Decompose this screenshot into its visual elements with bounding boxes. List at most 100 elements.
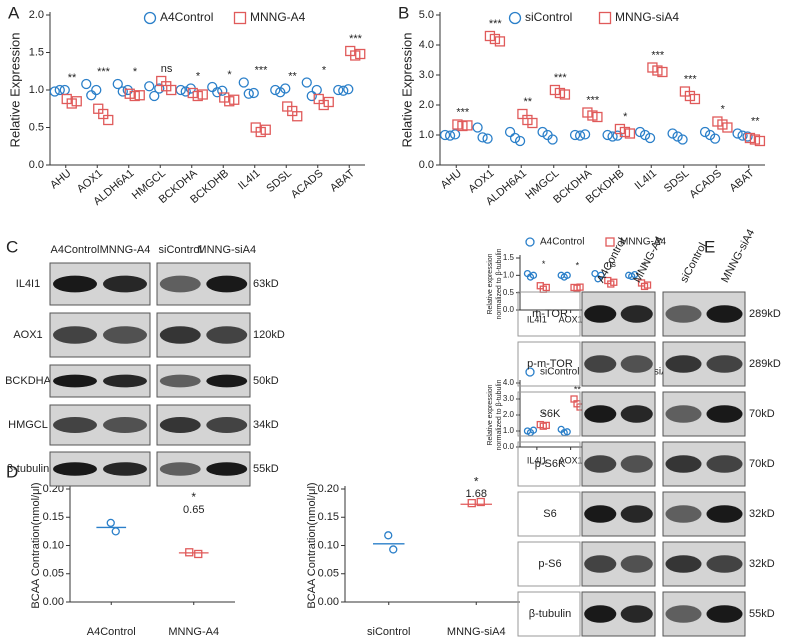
point bbox=[444, 130, 456, 141]
point bbox=[338, 85, 349, 96]
point bbox=[243, 88, 254, 99]
point bbox=[529, 426, 538, 434]
point bbox=[343, 84, 354, 95]
blot-band bbox=[665, 555, 702, 573]
legend-label: MNNG-A4 bbox=[620, 237, 667, 248]
legend-marker bbox=[605, 237, 615, 247]
point bbox=[576, 283, 584, 291]
point bbox=[476, 497, 485, 507]
significance: * bbox=[322, 64, 327, 76]
point bbox=[657, 66, 668, 78]
blot-label: HMGCL bbox=[8, 419, 48, 431]
legend-label: A4Control bbox=[540, 237, 584, 248]
point bbox=[754, 135, 766, 147]
blot-label: p-S6K bbox=[535, 458, 566, 470]
significance: *** bbox=[349, 33, 363, 45]
y-tick-label: 2.0 bbox=[503, 410, 515, 419]
y-tick-label: 2.0 bbox=[419, 99, 434, 111]
blot-header: siControl bbox=[159, 244, 202, 256]
point bbox=[732, 128, 743, 139]
significance: * bbox=[191, 490, 196, 504]
panel-label: C bbox=[6, 237, 18, 256]
significance: ** bbox=[574, 384, 582, 394]
blot-band bbox=[584, 555, 617, 573]
label-box bbox=[517, 341, 581, 387]
point bbox=[559, 89, 571, 100]
blot-label: S6 bbox=[543, 508, 556, 520]
blot-band bbox=[206, 275, 248, 293]
blot-band bbox=[706, 555, 743, 573]
point bbox=[634, 126, 646, 138]
blot-band bbox=[706, 605, 743, 623]
x-tick-label: MNNG-A4 bbox=[168, 626, 219, 638]
label-box bbox=[517, 591, 581, 637]
point bbox=[166, 84, 177, 96]
blot-band bbox=[620, 405, 653, 423]
x-tick-label: AHU bbox=[439, 167, 465, 191]
blot-band bbox=[706, 505, 743, 523]
blot-band bbox=[584, 355, 617, 373]
point bbox=[509, 132, 521, 144]
y-axis-label: Relative Expression bbox=[399, 33, 414, 148]
blot-band bbox=[159, 462, 201, 476]
y-axis-label: Relative expression bbox=[487, 253, 494, 314]
point bbox=[709, 133, 721, 144]
fold-change: 1.68 bbox=[466, 488, 487, 500]
point bbox=[667, 128, 678, 139]
blot-band bbox=[159, 417, 201, 433]
point bbox=[280, 83, 291, 94]
point bbox=[602, 129, 613, 141]
y-tick-label: 0.20 bbox=[318, 483, 339, 495]
x-tick-label: ABAT bbox=[727, 167, 756, 194]
blot-band bbox=[706, 405, 743, 423]
point bbox=[537, 126, 548, 138]
point bbox=[677, 134, 688, 145]
blot-band bbox=[665, 355, 702, 373]
significance: *** bbox=[651, 49, 665, 61]
blot-size: 120kD bbox=[253, 329, 285, 341]
label-box bbox=[517, 491, 581, 537]
x-tick-label: AOX1 bbox=[559, 314, 583, 324]
x-tick-label: IL4I1 bbox=[527, 314, 547, 324]
point bbox=[117, 86, 128, 97]
significance: * bbox=[623, 111, 628, 123]
point bbox=[607, 131, 618, 142]
y-axis-label: BCAA Contration(nmol/μl) bbox=[306, 482, 318, 608]
point bbox=[449, 129, 461, 140]
point bbox=[569, 129, 581, 141]
point bbox=[742, 131, 753, 142]
point bbox=[563, 271, 571, 279]
blot-size: 70kD bbox=[749, 408, 775, 420]
point bbox=[212, 87, 223, 98]
blot-band bbox=[103, 417, 147, 433]
point bbox=[542, 421, 550, 430]
blot-band bbox=[620, 355, 653, 373]
blot-label: AOX1 bbox=[13, 329, 42, 341]
point bbox=[644, 132, 656, 144]
blot-size: 55kD bbox=[253, 463, 279, 475]
blot-band bbox=[53, 374, 97, 388]
fold-change: 0.65 bbox=[183, 504, 204, 516]
y-tick-label: 0.15 bbox=[43, 511, 64, 523]
point bbox=[482, 133, 493, 144]
point bbox=[472, 122, 483, 133]
legend-label: siControl bbox=[525, 10, 572, 24]
y-tick-label: 1.0 bbox=[503, 270, 515, 279]
blot-size: 289kD bbox=[749, 358, 781, 370]
y-tick-label: 0.00 bbox=[43, 596, 64, 608]
significance: *** bbox=[489, 18, 503, 30]
point bbox=[514, 135, 526, 147]
x-tick-label: ABAT bbox=[328, 167, 357, 194]
blot-band bbox=[159, 326, 201, 344]
x-tick-label: IL4I1 bbox=[527, 455, 547, 465]
blot-band bbox=[103, 326, 147, 344]
point bbox=[494, 36, 506, 47]
y-tick-label: 0.5 bbox=[503, 288, 515, 297]
significance: * bbox=[576, 261, 580, 271]
significance: *** bbox=[554, 72, 568, 84]
y-axis-label: normalized to β-tubulin bbox=[496, 379, 503, 450]
blot-band bbox=[665, 455, 702, 473]
significance: * bbox=[227, 69, 232, 81]
blot-size: 32kD bbox=[749, 558, 775, 570]
